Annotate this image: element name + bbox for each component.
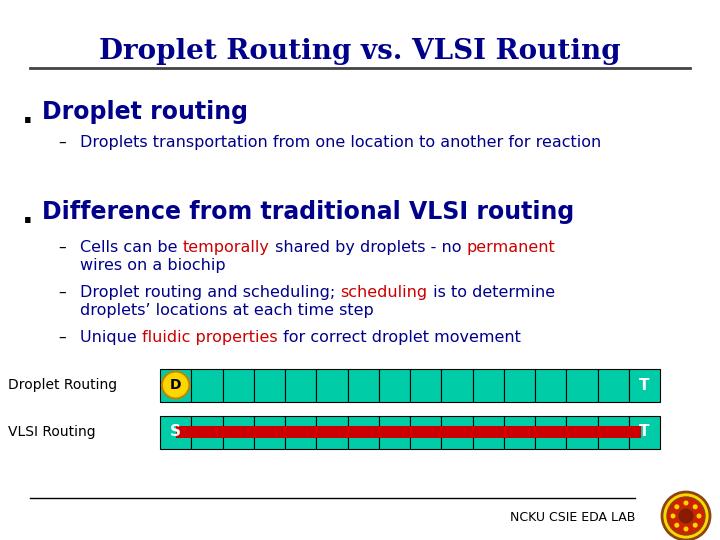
Text: temporally: temporally — [183, 240, 269, 255]
Bar — [222, 368, 253, 402]
Bar — [379, 415, 410, 449]
Circle shape — [683, 501, 688, 505]
Circle shape — [696, 514, 701, 518]
Text: Difference from traditional VLSI routing: Difference from traditional VLSI routing — [42, 200, 575, 224]
Text: fluidic properties: fluidic properties — [142, 330, 277, 345]
Bar — [379, 368, 410, 402]
Bar — [160, 415, 192, 449]
Bar — [535, 368, 566, 402]
Text: .: . — [22, 200, 34, 229]
Circle shape — [667, 497, 705, 535]
Bar — [504, 368, 535, 402]
Text: shared by droplets - no: shared by droplets - no — [269, 240, 466, 255]
Bar — [535, 415, 566, 449]
Bar — [316, 415, 348, 449]
Text: –: – — [58, 285, 66, 300]
Circle shape — [670, 514, 675, 518]
Text: Droplet Routing vs. VLSI Routing: Droplet Routing vs. VLSI Routing — [99, 38, 621, 65]
Text: Cells can be: Cells can be — [80, 240, 183, 255]
Bar — [472, 415, 504, 449]
Bar — [192, 368, 222, 402]
Text: Droplets transportation from one location to another for reaction: Droplets transportation from one locatio… — [80, 135, 601, 150]
Circle shape — [675, 523, 679, 528]
Text: scheduling: scheduling — [341, 285, 428, 300]
Text: D: D — [170, 378, 181, 392]
Text: –: – — [58, 330, 66, 345]
Text: –: – — [58, 135, 66, 150]
Text: Droplet Routing: Droplet Routing — [8, 378, 117, 392]
Text: Droplet routing: Droplet routing — [42, 100, 248, 124]
Bar — [285, 415, 316, 449]
Bar — [316, 368, 348, 402]
Text: is to determine: is to determine — [428, 285, 554, 300]
Bar — [348, 415, 379, 449]
Bar — [285, 368, 316, 402]
Text: VLSI Routing: VLSI Routing — [8, 425, 96, 439]
Bar — [629, 415, 660, 449]
Circle shape — [693, 504, 698, 509]
Bar — [598, 415, 629, 449]
Circle shape — [678, 508, 694, 524]
Bar — [410, 415, 441, 449]
Bar — [441, 415, 472, 449]
Bar — [410, 368, 441, 402]
Bar — [629, 368, 660, 402]
Text: permanent: permanent — [466, 240, 555, 255]
Text: NCKU CSIE EDA LAB: NCKU CSIE EDA LAB — [510, 511, 635, 524]
Text: –: – — [58, 240, 66, 255]
Bar — [192, 415, 222, 449]
Text: .: . — [22, 100, 34, 129]
Text: droplets’ locations at each time step: droplets’ locations at each time step — [80, 303, 374, 318]
Bar — [504, 415, 535, 449]
Circle shape — [675, 504, 679, 509]
Bar — [253, 415, 285, 449]
Circle shape — [662, 492, 710, 540]
Bar — [566, 368, 598, 402]
Bar — [472, 368, 504, 402]
Bar — [566, 415, 598, 449]
Ellipse shape — [162, 372, 189, 399]
Bar — [222, 415, 253, 449]
Text: T: T — [639, 424, 649, 440]
Circle shape — [683, 526, 688, 531]
Bar — [253, 368, 285, 402]
Circle shape — [693, 523, 698, 528]
Text: for correct droplet movement: for correct droplet movement — [277, 330, 521, 345]
Text: Unique: Unique — [80, 330, 142, 345]
Text: wires on a biochip: wires on a biochip — [80, 258, 225, 273]
Bar — [441, 368, 472, 402]
Text: T: T — [639, 377, 649, 393]
Bar — [598, 368, 629, 402]
Text: S: S — [170, 424, 181, 440]
Bar — [176, 426, 642, 438]
Bar — [160, 368, 192, 402]
Bar — [348, 368, 379, 402]
Text: Droplet routing and scheduling;: Droplet routing and scheduling; — [80, 285, 341, 300]
